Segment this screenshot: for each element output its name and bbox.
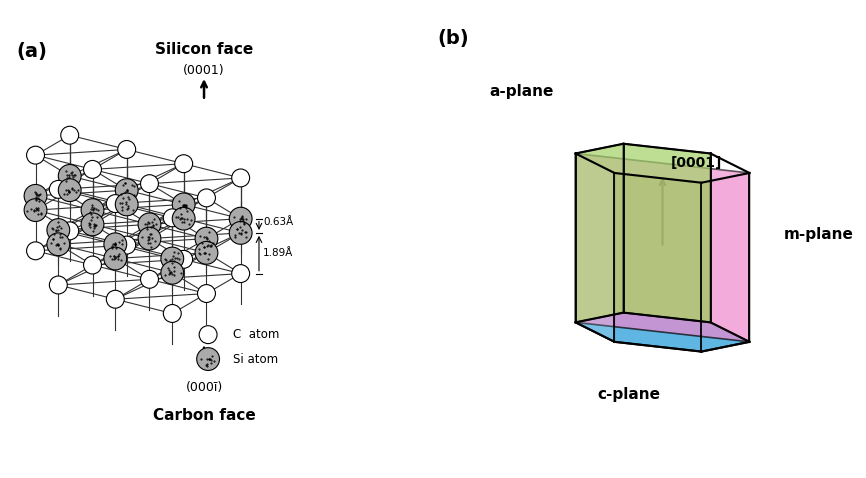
Circle shape [47, 233, 69, 256]
Circle shape [232, 265, 249, 282]
Circle shape [27, 242, 44, 260]
Circle shape [195, 241, 218, 264]
Text: c-plane: c-plane [598, 387, 661, 402]
Circle shape [138, 213, 161, 236]
Circle shape [24, 185, 47, 207]
Circle shape [104, 247, 126, 270]
Polygon shape [615, 173, 701, 352]
Text: a-plane: a-plane [489, 84, 553, 99]
Circle shape [83, 161, 101, 178]
Circle shape [24, 199, 47, 221]
Polygon shape [576, 144, 749, 183]
Circle shape [197, 348, 219, 370]
Text: 1.89Å: 1.89Å [263, 248, 294, 258]
Text: (a): (a) [16, 42, 48, 61]
Polygon shape [624, 144, 710, 322]
Circle shape [229, 207, 252, 230]
Text: [0001]: [0001] [671, 156, 722, 170]
Circle shape [61, 222, 79, 240]
Circle shape [107, 290, 124, 308]
Circle shape [161, 261, 184, 284]
Circle shape [107, 195, 124, 213]
Circle shape [164, 209, 181, 227]
Polygon shape [710, 153, 749, 342]
Text: (b): (b) [437, 29, 469, 48]
Circle shape [83, 256, 101, 274]
Circle shape [118, 141, 136, 158]
Circle shape [172, 193, 195, 216]
Text: 0.63Å: 0.63Å [263, 217, 294, 227]
Polygon shape [576, 153, 615, 342]
Circle shape [61, 126, 79, 144]
Circle shape [81, 199, 104, 221]
Circle shape [49, 180, 68, 198]
Polygon shape [576, 153, 749, 342]
Text: Si atom: Si atom [232, 353, 278, 366]
Text: m-plane: m-plane [784, 227, 854, 242]
Circle shape [49, 276, 68, 294]
Circle shape [140, 271, 158, 288]
Circle shape [104, 233, 126, 256]
Circle shape [115, 193, 138, 216]
Circle shape [199, 326, 217, 344]
Text: C  atom: C atom [232, 328, 279, 341]
Circle shape [161, 247, 184, 270]
Polygon shape [576, 313, 749, 352]
Circle shape [115, 179, 138, 202]
Circle shape [138, 227, 161, 250]
Circle shape [175, 250, 192, 268]
Text: (0001): (0001) [184, 64, 225, 77]
Text: Carbon face: Carbon face [152, 408, 255, 423]
Circle shape [175, 155, 192, 173]
Circle shape [140, 174, 158, 193]
Circle shape [197, 189, 216, 207]
Circle shape [164, 304, 181, 323]
Text: (000ī): (000ī) [185, 381, 223, 394]
Circle shape [195, 227, 218, 250]
Polygon shape [701, 173, 749, 352]
Circle shape [197, 284, 216, 303]
Circle shape [58, 179, 81, 202]
Circle shape [172, 207, 195, 230]
Circle shape [232, 169, 249, 187]
Circle shape [47, 218, 69, 241]
Circle shape [58, 164, 81, 187]
Circle shape [81, 213, 104, 236]
Circle shape [229, 221, 252, 244]
Text: Silicon face: Silicon face [155, 42, 253, 56]
Circle shape [27, 146, 44, 164]
Polygon shape [576, 144, 624, 322]
Circle shape [118, 236, 136, 254]
